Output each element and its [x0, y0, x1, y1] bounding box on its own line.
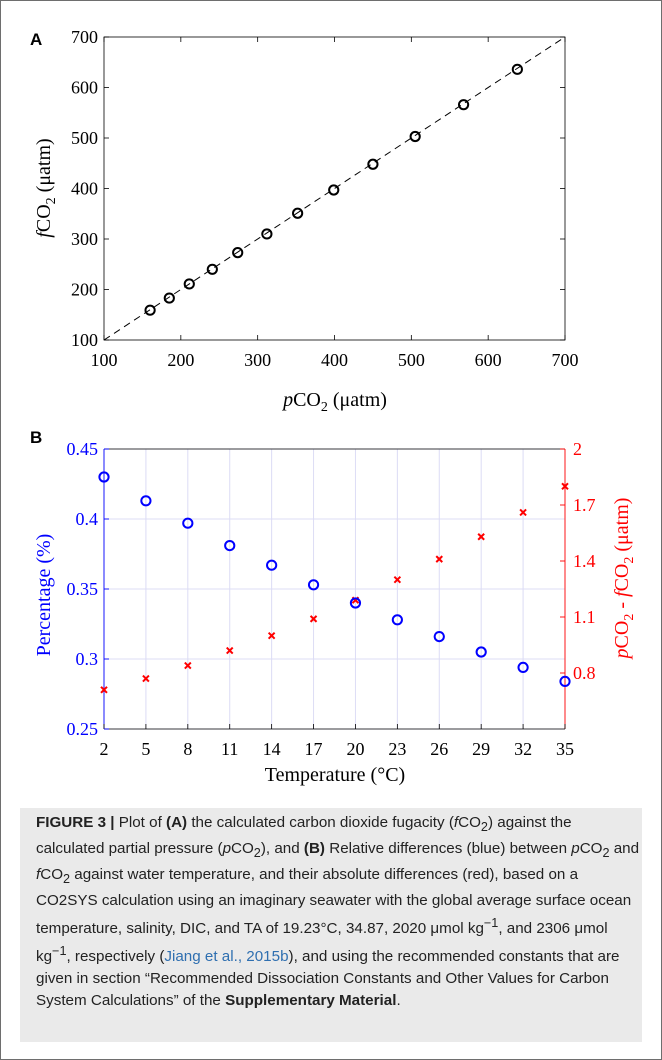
panel-a-xtick-label: 500 — [398, 350, 425, 370]
panel-a-label: A — [30, 30, 42, 49]
panel-b-ytick-right-label: 0.8 — [573, 663, 596, 683]
panel-b-blue-point — [98, 471, 110, 483]
panel-b-xtick-label: 8 — [183, 739, 192, 759]
panel-b-xtick-label: 35 — [556, 739, 574, 759]
panel-a-point — [292, 207, 304, 219]
panel-b-red-point — [184, 661, 192, 670]
panel-b-ytick-right-label: 2 — [573, 439, 582, 459]
panel-b-xtick-label: 23 — [388, 739, 406, 759]
panel-b-red-point — [309, 615, 318, 623]
panel-b-ylabel-right: pCO2 - fCO2 (μatm) — [611, 498, 637, 661]
caption-figure-label: FIGURE 3 | — [36, 814, 115, 831]
panel-b-red-point — [142, 674, 150, 683]
supplementary-material-link[interactable]: Supplementary Material — [225, 992, 397, 1010]
panel-a-ytick-label: 700 — [71, 27, 98, 47]
panel-b-red-point — [435, 555, 443, 563]
panel-b-ytick-right-label: 1.1 — [573, 607, 596, 627]
panel-a-point — [367, 158, 379, 170]
panel-b-ytick-left-label: 0.35 — [67, 579, 99, 599]
panel-a-point — [261, 228, 273, 240]
figure-caption: FIGURE 3 | Plot of (A) the calculated ca… — [36, 814, 640, 1010]
panel-b-blue-point — [349, 597, 362, 609]
panel-b-ytick-left-label: 0.45 — [67, 439, 99, 459]
panel-a-xtick-label: 100 — [91, 350, 118, 370]
panel-b-blue-point — [433, 631, 445, 643]
panel-b-red-point — [477, 533, 485, 541]
panel-a-one-to-one-line — [103, 36, 566, 341]
panel-a-point — [183, 278, 195, 290]
panel-a-ytick-label: 600 — [71, 78, 98, 98]
panel-b-xtick-label: 32 — [514, 739, 532, 759]
panel-b-red-point — [267, 631, 276, 640]
panel-b-red-point — [519, 508, 527, 517]
panel-a-ytick-label: 400 — [71, 179, 98, 199]
panel-b-xtick-label: 29 — [472, 739, 490, 759]
panel-b-ytick-left-label: 0.4 — [76, 509, 99, 529]
panel-b-ytick-left-label: 0.25 — [67, 719, 99, 739]
panel-a-point — [409, 130, 421, 143]
panel-b-xtick-label: 5 — [141, 739, 150, 759]
panel-b-label: B — [30, 428, 42, 447]
panel-b-xtick-label: 17 — [305, 739, 323, 759]
reference-link[interactable]: Jiang et al., 2015b — [164, 948, 289, 966]
panel-b-blue-point — [307, 579, 320, 591]
panel-b-xlabel: Temperature (°C) — [265, 764, 405, 786]
panel-b-xtick-label: 11 — [221, 739, 238, 759]
panel-a-plot: 100 200 300 400 500 600 700 100 200 300 400 500 600 7… — [71, 27, 579, 370]
panel-a-xtick-label: 400 — [321, 350, 348, 370]
panel-a-point — [163, 292, 175, 304]
figure-3-charts: A 100 200 300 400 500 600 700 100 200 300 400 500 60… — [30, 27, 637, 786]
panel-a-ytick-label: 300 — [71, 229, 98, 249]
panel-a-xlabel: pCO2 (μatm) — [281, 389, 387, 415]
panel-a-point — [328, 184, 340, 196]
panel-a-ytick-label: 200 — [71, 280, 98, 300]
panel-b-blue-point — [475, 646, 487, 658]
panel-b-red-point — [226, 646, 234, 655]
panel-b-xtick-label: 26 — [430, 739, 448, 759]
panel-b-xtick-label: 20 — [346, 739, 364, 759]
panel-a-point — [232, 247, 244, 259]
panel-b-red-point — [561, 482, 569, 491]
panel-b-ytick-left-label: 0.3 — [76, 649, 99, 669]
panel-a-xtick-label: 300 — [244, 350, 271, 370]
panel-b-red-point — [393, 575, 402, 584]
panel-a-ytick-label: 500 — [71, 128, 98, 148]
panel-b-blue-point — [517, 661, 529, 674]
panel-b-ytick-right-label: 1.4 — [573, 551, 596, 571]
panel-a-point — [144, 304, 156, 316]
panel-b-red-point — [100, 686, 108, 694]
panel-a-ytick-label: 100 — [71, 330, 98, 350]
caption-box — [20, 808, 642, 1042]
panel-a-xtick-label: 200 — [167, 350, 194, 370]
panel-a-xtick-label: 700 — [552, 350, 579, 370]
panel-a-xtick-label: 600 — [475, 350, 502, 370]
panel-b-ytick-right-label: 1.7 — [573, 495, 596, 515]
panel-b-blue-point — [182, 517, 194, 529]
panel-b-xtick-label: 14 — [263, 739, 281, 759]
panel-b-blue-point — [224, 540, 236, 552]
panel-a-ylabel: fCO2 (μatm) — [33, 138, 59, 237]
panel-b-blue-point — [559, 675, 571, 688]
panel-b-blue-point — [266, 559, 278, 571]
panel-b-xtick-label: 2 — [100, 739, 109, 759]
panel-b-plot: 2 5 8 11 14 17 20 23 26 29 32 35 0.25 0.3 0.35 0.4 0.45 0… — [67, 439, 596, 759]
panel-b-blue-point — [140, 495, 152, 507]
panel-a-point — [511, 63, 523, 75]
panel-a-point — [457, 99, 470, 111]
panel-a-point — [206, 263, 218, 275]
panel-b-blue-point — [391, 614, 403, 626]
panel-b-ylabel-left: Percentage (%) — [33, 534, 55, 657]
